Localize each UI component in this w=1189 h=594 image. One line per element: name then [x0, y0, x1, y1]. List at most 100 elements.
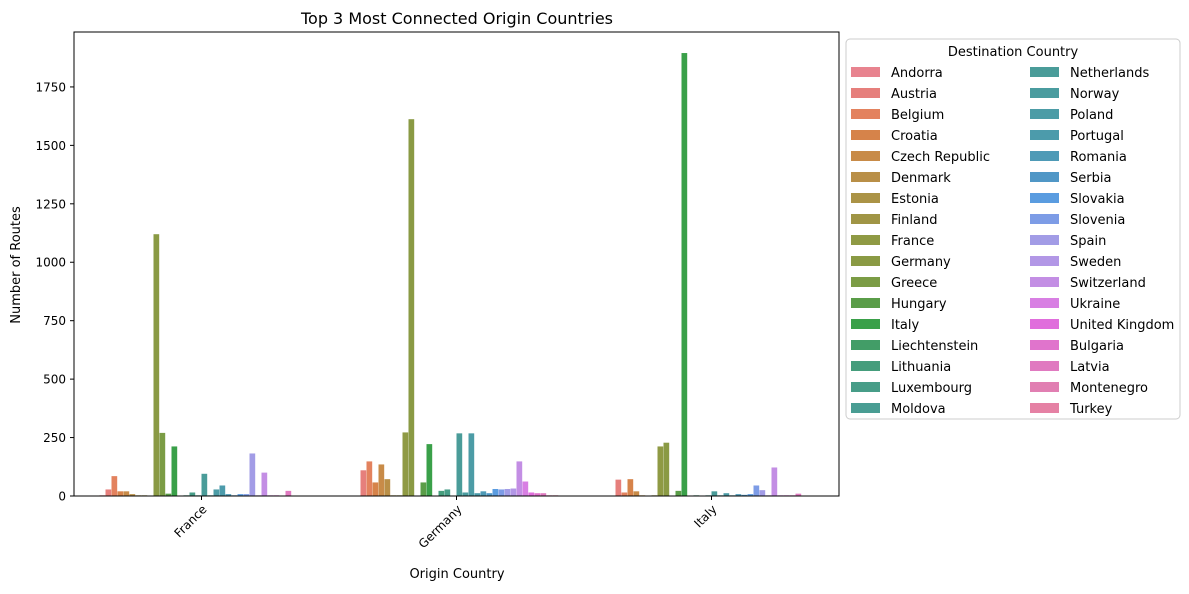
y-tick-label: 1500: [35, 139, 66, 153]
bar-germany-luxembourg: [444, 489, 451, 496]
legend-label: Belgium: [891, 108, 944, 123]
legend-swatch: [1030, 109, 1059, 119]
legend-label: Netherlands: [1070, 66, 1149, 81]
legend-label: Slovenia: [1070, 213, 1125, 228]
bar-italy-latvia: [795, 493, 802, 496]
bar-germany-sweden: [510, 488, 517, 496]
bar-italy-hungary: [675, 490, 682, 496]
legend-label: Greece: [891, 276, 937, 291]
bar-germany-bulgaria: [534, 493, 541, 496]
legend-swatch: [1030, 151, 1059, 161]
legend-swatch: [851, 382, 880, 392]
legend: Destination Country Andorra Austria Belgiu…: [845, 38, 1181, 420]
legend-swatch: [1030, 298, 1059, 308]
bar-italy-switzerland: [771, 467, 778, 496]
legend-title: Destination Country: [948, 45, 1079, 60]
bar-germany-spain: [504, 488, 511, 496]
bar-italy-germany: [663, 442, 670, 496]
bar-france-hungary: [165, 493, 172, 496]
bar-germany-ukraine: [522, 481, 529, 496]
legend-swatch: [851, 109, 880, 119]
chart-title: Top 3 Most Connected Origin Countries: [300, 9, 613, 28]
legend-label: Denmark: [891, 171, 951, 186]
legend-label: Finland: [891, 213, 937, 228]
bar-italy-netherlands: [711, 491, 718, 496]
legend-swatch: [851, 235, 880, 245]
bar-france-switzerland: [261, 472, 268, 496]
bar-france-germany: [153, 234, 160, 496]
bar-italy-austria: [615, 479, 622, 496]
bar-germany-serbia: [486, 493, 493, 496]
legend-swatch: [851, 256, 880, 266]
y-tick-label: 250: [43, 431, 66, 445]
bar-germany-norway: [462, 492, 469, 496]
x-axis-label: Origin Country: [409, 567, 504, 582]
legend-label: France: [891, 234, 934, 249]
legend-label: Estonia: [891, 192, 939, 207]
legend-swatch: [1030, 235, 1059, 245]
legend-label: Andorra: [891, 66, 943, 81]
legend-swatch: [851, 130, 880, 140]
bar-germany-croatia: [372, 482, 379, 496]
legend-label: Bulgaria: [1070, 339, 1124, 354]
x-axis: France Germany Italy: [172, 496, 720, 551]
legend-swatch: [1030, 214, 1059, 224]
bar-italy-slovakia: [747, 494, 754, 496]
bar-italy-slovenia: [753, 485, 760, 496]
bar-germany-switzerland: [516, 461, 523, 496]
bar-germany-poland: [468, 433, 475, 496]
y-axis-label: Number of Routes: [9, 206, 24, 324]
bar-italy-poland: [723, 493, 730, 496]
bar-germany-hungary: [420, 482, 427, 496]
bar-france-latvia: [285, 490, 292, 496]
legend-label: Portugal: [1070, 129, 1124, 144]
bar-germany-united-kingdom: [528, 492, 535, 496]
legend-swatch: [851, 172, 880, 182]
x-tick-label: France: [172, 502, 210, 540]
bar-italy-serbia: [741, 494, 748, 496]
legend-swatch: [851, 151, 880, 161]
legend-label: Moldova: [891, 402, 946, 417]
bar-france-italy: [171, 446, 178, 496]
legend-label: Serbia: [1070, 171, 1111, 186]
legend-swatch: [1030, 130, 1059, 140]
bar-germany-slovenia: [498, 489, 505, 496]
bar-france-slovakia: [237, 494, 244, 496]
legend-swatch: [1030, 382, 1059, 392]
legend-label: Czech Republic: [891, 150, 990, 165]
legend-label: Germany: [891, 255, 951, 270]
legend-label: Sweden: [1070, 255, 1121, 270]
bar-france-portugal: [219, 485, 226, 496]
bar-france-spain: [249, 453, 256, 496]
y-tick-label: 1750: [35, 80, 66, 94]
legend-swatch: [851, 214, 880, 224]
legend-swatch: [1030, 319, 1059, 329]
bar-france-greece: [159, 432, 166, 496]
legend-frame: [845, 38, 1181, 420]
bar-germany-slovakia: [492, 488, 499, 496]
bar-france-croatia: [117, 491, 124, 496]
legend-label: Romania: [1070, 150, 1127, 165]
bar-germany-latvia: [540, 493, 547, 496]
y-tick-label: 1000: [35, 256, 66, 270]
legend-swatch: [851, 319, 880, 329]
legend-label: Luxembourg: [891, 381, 972, 396]
bar-germany-italy: [426, 444, 433, 496]
legend-swatch: [851, 403, 880, 413]
bar-italy-croatia: [627, 479, 634, 496]
y-tick-label: 1250: [35, 197, 66, 211]
bar-germany-lithuania: [438, 490, 445, 496]
x-tick-label: Germany: [416, 502, 465, 551]
y-tick-label: 500: [43, 373, 66, 387]
bar-france-austria: [105, 489, 112, 496]
legend-swatch: [851, 193, 880, 203]
bar-germany-germany: [408, 119, 415, 496]
bar-france-netherlands: [201, 473, 208, 496]
legend-swatch: [1030, 88, 1059, 98]
y-tick-label: 750: [43, 314, 66, 328]
bar-france-slovenia: [243, 494, 250, 496]
legend-label: Latvia: [1070, 360, 1110, 375]
bar-germany-austria: [360, 470, 367, 496]
